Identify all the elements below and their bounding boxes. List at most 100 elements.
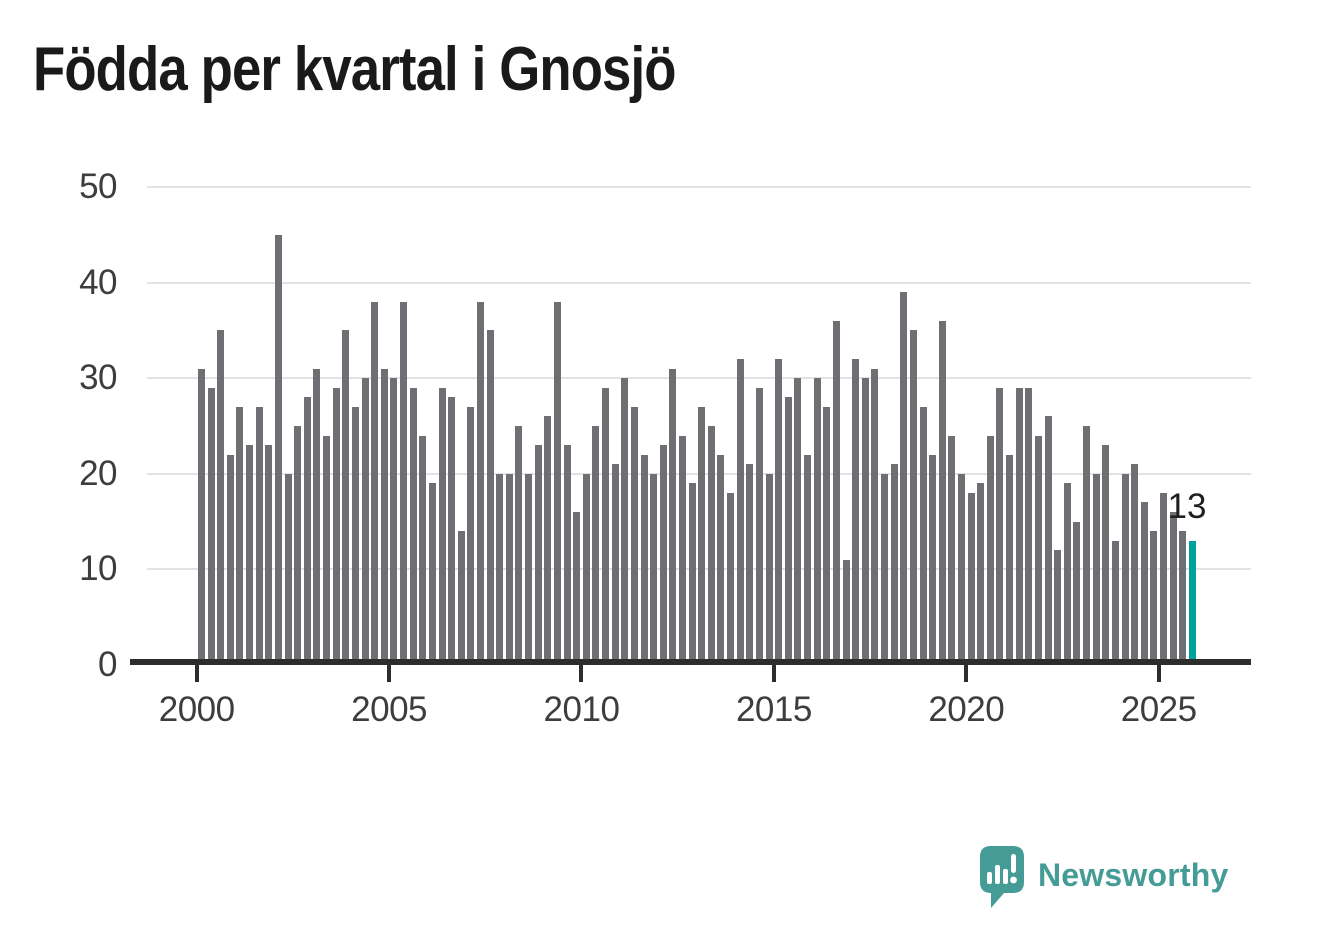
bar (1169, 512, 1177, 665)
bar (563, 445, 571, 665)
bar (419, 435, 427, 665)
bar (746, 464, 754, 665)
bar (727, 492, 735, 665)
bar (342, 330, 350, 665)
bar (1083, 425, 1091, 665)
x-axis-label: 2000 (158, 690, 235, 729)
bar (611, 464, 619, 665)
bar (1073, 521, 1081, 665)
bar (323, 435, 331, 665)
bar (890, 464, 898, 665)
bar (351, 406, 359, 665)
bar (861, 378, 869, 665)
x-axis-line (130, 659, 1251, 665)
bar (1063, 483, 1071, 665)
bar (236, 406, 244, 665)
bar (852, 359, 860, 665)
bar (784, 397, 792, 665)
bar (1179, 531, 1187, 665)
bar (284, 473, 292, 665)
bar (361, 378, 369, 665)
bar (380, 368, 388, 665)
bar (294, 425, 302, 665)
bar (505, 473, 513, 665)
bar (842, 559, 850, 665)
bar (525, 473, 533, 665)
bar (1034, 435, 1042, 665)
bar (871, 368, 879, 665)
bar (775, 359, 783, 665)
logo-exclamation-dot (1010, 876, 1017, 884)
bar (332, 387, 340, 665)
bar (640, 454, 648, 665)
bar (707, 425, 715, 665)
newsworthy-logo-icon (980, 846, 1024, 908)
bar (967, 492, 975, 665)
x-axis-label: 2005 (351, 690, 428, 729)
bar (996, 387, 1004, 665)
gridline (147, 377, 1251, 380)
bar (688, 483, 696, 665)
bar (717, 454, 725, 665)
bar (198, 368, 205, 665)
bar (1131, 464, 1139, 665)
bar (659, 445, 667, 665)
bar (698, 406, 706, 665)
x-axis-tick (579, 665, 584, 682)
bar (832, 320, 840, 665)
logo-bar-3 (1003, 869, 1008, 884)
bar (919, 406, 927, 665)
bar-highlighted-latest (1188, 540, 1196, 665)
bar (1150, 531, 1158, 665)
bar (948, 435, 956, 665)
bar (448, 397, 456, 665)
bar (986, 435, 994, 665)
bar (957, 473, 965, 665)
latest-value-label: 13 (1167, 487, 1207, 526)
bar (274, 234, 282, 665)
speech-bubble-shape (980, 846, 1024, 908)
bar (755, 387, 763, 665)
logo-bar-2 (995, 865, 1000, 884)
bar (679, 435, 686, 665)
x-axis-label: 2025 (1120, 690, 1197, 729)
bar (582, 473, 590, 665)
x-axis-tick (964, 665, 969, 682)
y-axis-label: 0 (98, 645, 117, 684)
bar (1054, 550, 1062, 665)
bar (255, 406, 263, 665)
gridline (147, 185, 1251, 188)
bar (1160, 492, 1167, 665)
bar (1092, 473, 1100, 665)
bar (804, 454, 812, 665)
bar (1140, 502, 1148, 665)
bar (1025, 387, 1033, 665)
bar (621, 378, 629, 665)
bar (390, 378, 398, 665)
bar (467, 406, 475, 665)
bar (409, 387, 417, 665)
bar (265, 445, 273, 665)
bar (1015, 387, 1023, 665)
bar (630, 406, 638, 665)
bar (881, 473, 889, 665)
bar (226, 454, 234, 665)
bar (438, 387, 446, 665)
brand-name: Newsworthy (1038, 856, 1229, 893)
bar (813, 378, 821, 665)
y-axis-label: 30 (79, 358, 117, 398)
bar (217, 330, 225, 665)
x-axis-tick (194, 665, 199, 682)
logo-exclamation-stroke (1011, 854, 1016, 873)
gridline (147, 281, 1251, 284)
bar (602, 387, 610, 665)
x-axis-label: 2010 (543, 690, 620, 729)
bar (207, 387, 215, 665)
bar (515, 425, 523, 665)
bar (823, 406, 831, 665)
bar (938, 320, 946, 665)
x-axis-tick (1156, 665, 1161, 682)
bar (534, 445, 542, 665)
bar (496, 473, 504, 665)
